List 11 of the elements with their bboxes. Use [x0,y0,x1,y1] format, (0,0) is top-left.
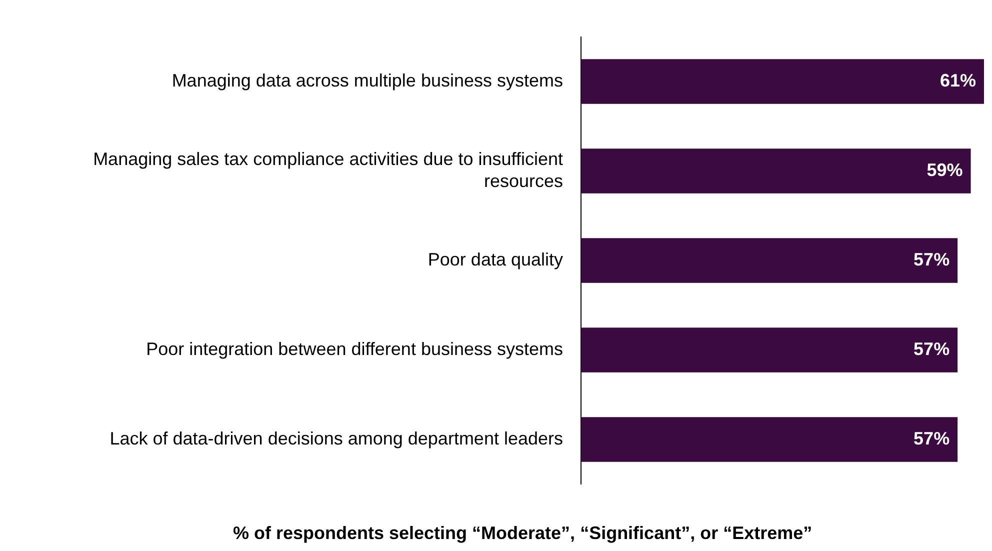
data-label: 57% [914,428,950,448]
y-tick-label: Managing data across multiple business systems [172,70,563,91]
y-tick-label: Managing sales tax compliance activities due to insufficient resources [93,149,563,191]
data-label: 59% [926,160,963,180]
data-label: 57% [914,338,950,359]
y-tick-label: Poor data quality [428,249,563,270]
y-tick-label: Poor integration between different business systems [146,338,563,359]
y-tick-label: Lack of data-driven decisions among department leaders [110,428,563,448]
data-label: 57% [914,249,950,270]
x-axis-title: % of respondents selecting “Moderate”, “Significant”, or “Extreme” [233,523,812,544]
data-label: 61% [940,70,976,91]
